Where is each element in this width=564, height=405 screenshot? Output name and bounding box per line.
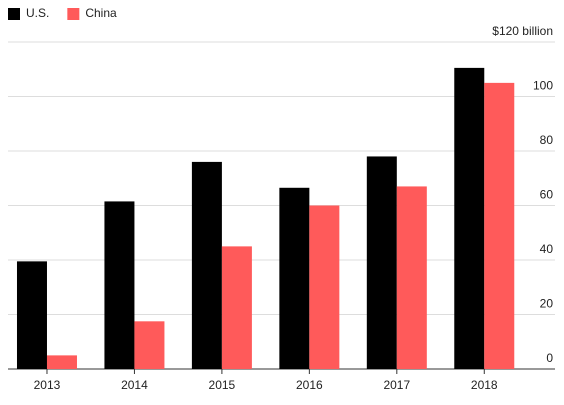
bar	[454, 67, 485, 369]
y-tick-label: 80	[540, 133, 554, 147]
y-tick-label: 40	[540, 242, 554, 256]
y-tick-label: 100	[533, 79, 553, 93]
bar	[279, 187, 310, 369]
bar	[396, 186, 427, 369]
x-tick-label: 2015	[209, 378, 236, 392]
bar	[221, 246, 252, 369]
bar	[366, 156, 397, 369]
x-tick-label: 2014	[121, 378, 148, 392]
legend-label: U.S.	[26, 6, 49, 20]
x-tick-label: 2017	[383, 378, 410, 392]
y-tick-label: 20	[540, 297, 554, 311]
bar	[16, 261, 47, 369]
bar	[191, 161, 222, 369]
x-tick-label: 2013	[34, 378, 61, 392]
legend-swatch	[67, 8, 80, 20]
y-tick-label: 60	[540, 188, 554, 202]
bar	[104, 201, 135, 369]
x-tick-label: 2016	[296, 378, 323, 392]
bar	[46, 355, 77, 369]
y-tick-label: $120 billion	[492, 24, 553, 38]
legend-swatch	[8, 8, 20, 20]
legend-label: China	[85, 6, 117, 20]
x-tick-label: 2018	[471, 378, 498, 392]
y-tick-label: 0	[546, 351, 553, 365]
bar	[484, 82, 515, 369]
bar	[309, 205, 340, 369]
bar	[134, 321, 165, 369]
